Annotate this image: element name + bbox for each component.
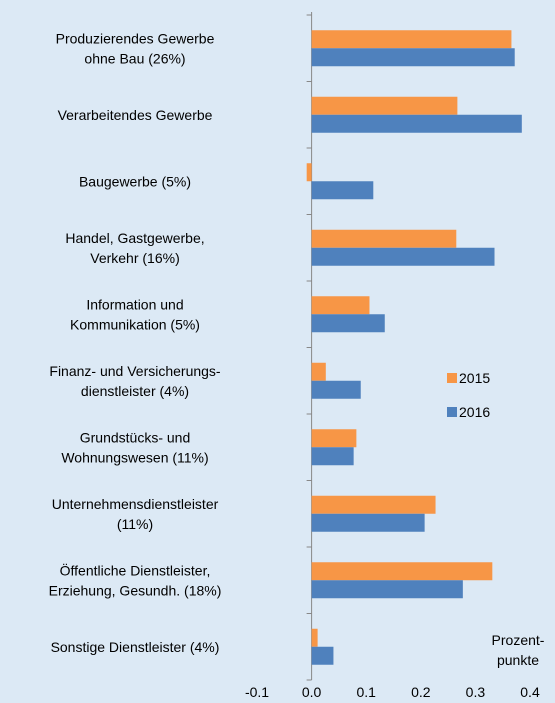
y-tick-label: Information und Kommunikation (5%) <box>70 296 200 332</box>
x-tick-label: 0.3 <box>466 684 486 700</box>
legend-swatch <box>447 373 457 383</box>
bar <box>311 362 326 381</box>
x-tick-label: 0.4 <box>520 684 540 700</box>
bar <box>311 646 334 665</box>
bar <box>311 380 361 399</box>
bar <box>311 114 522 133</box>
y-tick-label: Sonstige Dienstleister (4%) <box>51 639 220 655</box>
legend-label: 2016 <box>459 404 490 420</box>
y-tick-label: Finanz- und Versicherungs-dienstleister … <box>49 363 221 399</box>
y-tick-label: Produzierendes Gewerbe ohne Bau (26%) <box>56 30 215 66</box>
x-tick-label: 0.1 <box>356 684 376 700</box>
y-tick-label: Baugewerbe (5%) <box>79 173 191 189</box>
x-tick-label: 0.0 <box>302 684 322 700</box>
bar <box>311 30 512 49</box>
bar <box>311 447 354 466</box>
bar <box>311 296 370 315</box>
x-tick-label: 0.2 <box>411 684 431 700</box>
x-axis-label: Prozent-punkte <box>492 632 545 668</box>
bar <box>311 562 493 581</box>
x-tick-label: -0.1 <box>245 684 269 700</box>
bar <box>311 580 463 599</box>
y-tick-label: Handel, Gastgewerbe, Verkehr (16%) <box>65 230 204 266</box>
bar <box>311 181 374 200</box>
bar <box>311 495 436 514</box>
y-tick-label: Verarbeitendes Gewerbe <box>58 107 213 123</box>
bar <box>311 429 357 448</box>
bar <box>311 229 457 248</box>
bar <box>306 163 312 182</box>
bar <box>311 314 385 333</box>
bar <box>311 96 458 115</box>
legend-swatch <box>447 407 457 417</box>
y-tick-label: Unternehmensdienstleister (11%) <box>52 496 219 532</box>
bar <box>311 628 318 647</box>
bar <box>311 513 425 532</box>
bar <box>311 48 515 67</box>
y-tick-label: Grundstücks- und Wohnungswesen (11%) <box>61 429 208 465</box>
bar <box>311 247 495 266</box>
legend-label: 2015 <box>459 370 490 386</box>
y-tick-label: Öffentliche Dienstleister, Erziehung, Ges… <box>49 561 222 598</box>
